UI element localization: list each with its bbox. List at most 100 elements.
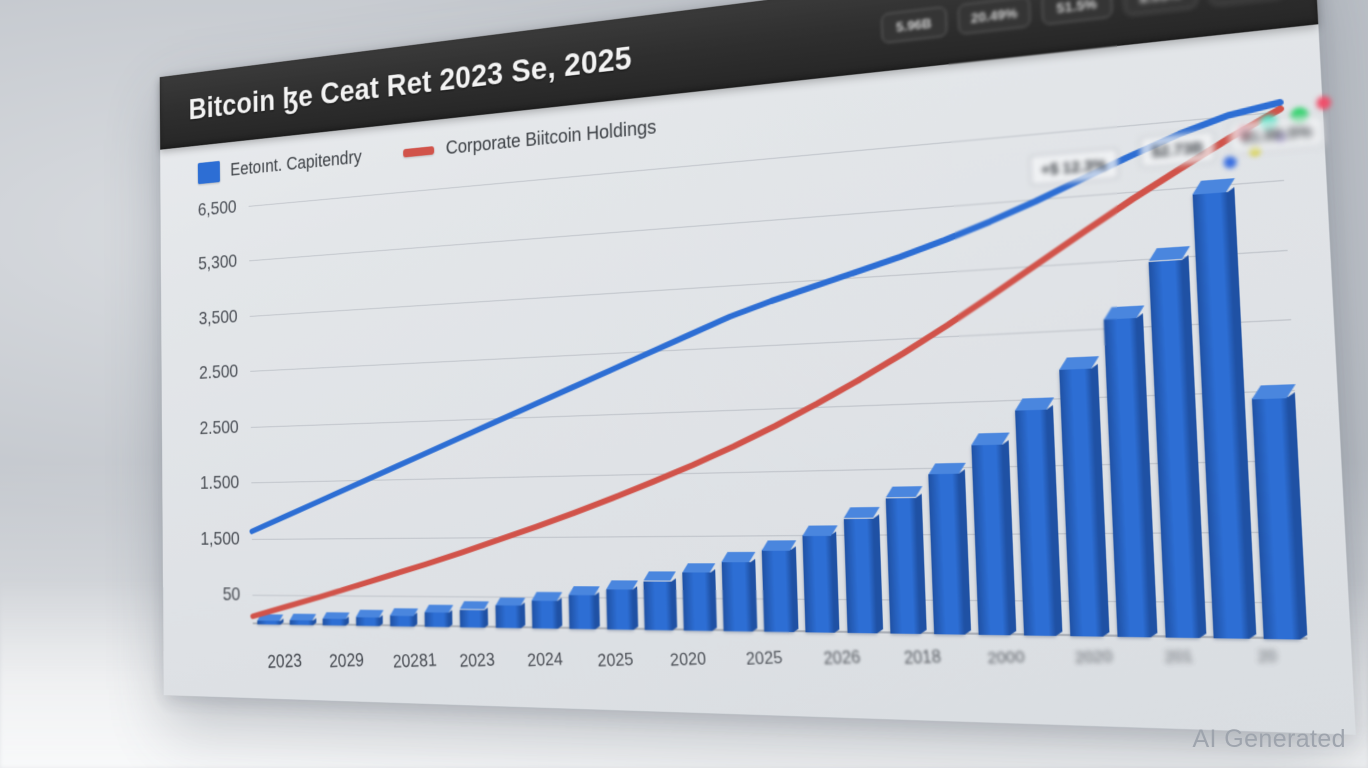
series-endpoint-dot-3 — [1290, 106, 1309, 126]
y-tick-label: 3,500 — [198, 305, 238, 329]
x-tick-label: 2024 — [526, 649, 564, 671]
value-chip-1[interactable]: +$ 12.3% — [1029, 148, 1119, 186]
header-pill-3[interactable]: 51.5% — [1041, 0, 1113, 25]
bar-side-face — [671, 577, 677, 631]
bar-side-face — [1181, 254, 1207, 639]
bar[interactable] — [928, 462, 971, 635]
header-pill-5[interactable]: 50B — [1208, 0, 1286, 6]
legend-item-2[interactable]: Corporate Biitcoin Holdings — [403, 116, 656, 163]
header-metric-pills: 5.96B 20.49% 51.5% 8.05% 50B — [880, 0, 1286, 44]
chart-card: Bitcoin ɮe Ceat Ret 2023 Se, 2025 5.96B 2… — [159, 0, 1356, 735]
x-tick-label: 201 — [1163, 647, 1194, 667]
x-tick-label: 2025 — [596, 649, 635, 671]
bar-side-face — [790, 546, 799, 633]
bar[interactable] — [643, 571, 677, 631]
x-tick-label: 2029 — [328, 650, 365, 673]
reflection-gridline — [1006, 641, 1014, 704]
x-axis-ticks: 2023 2029 20281 2023 2024 2025 2020 2025 2026 201… — [253, 624, 1313, 745]
bar-side-face — [1046, 404, 1063, 636]
bar-top-face — [1058, 355, 1100, 370]
reflection-gridline — [1089, 640, 1090, 704]
bar-top-face — [1193, 178, 1236, 195]
bar[interactable] — [721, 552, 758, 632]
bar[interactable] — [1058, 355, 1110, 637]
bar-top-face — [1103, 305, 1145, 321]
bar-top-face — [843, 507, 881, 519]
plot-area: 6,500 5,300 3,500 2.500 2.500 1.500 1,500 50 +$… — [198, 95, 1332, 673]
reflection-gridline — [1169, 640, 1174, 705]
series-endpoint-dot-1 — [1236, 125, 1253, 142]
value-chip-2[interactable]: $2.73B — [1139, 130, 1216, 168]
x-tick-label: 2023 — [266, 650, 303, 673]
bar-side-face — [710, 568, 717, 631]
x-tick-label: 20 — [1256, 647, 1278, 666]
header-pill-4[interactable]: 8.05% — [1123, 0, 1198, 16]
bar-side-face — [958, 469, 971, 635]
x-tick-label: 2020 — [1073, 647, 1113, 668]
bar[interactable] — [1148, 246, 1207, 639]
header-pill-1[interactable]: 5.96B — [880, 5, 948, 44]
x-tick-label: 20281 — [392, 649, 438, 672]
series-endpoint-dot-2 — [1259, 113, 1278, 133]
reflection-gridline — [1250, 639, 1262, 705]
ai-watermark: AI Generated — [1192, 725, 1346, 753]
bar[interactable] — [682, 562, 717, 631]
bar-top-face — [682, 562, 716, 573]
y-tick-label: 1.500 — [199, 471, 240, 494]
x-tick-label: 2025 — [744, 648, 783, 670]
series-endpoint-dot-7 — [1274, 131, 1287, 144]
bar[interactable] — [1193, 178, 1257, 639]
reflection-gridline — [926, 642, 939, 705]
bar[interactable] — [885, 486, 927, 635]
value-chips: +$ 12.3% $2.73B $1.88.5% — [249, 95, 1332, 639]
bar-side-face — [750, 558, 758, 632]
x-tick-label: 2023 — [458, 649, 496, 672]
reflection-gridline — [848, 642, 867, 704]
legend-square-icon — [197, 160, 221, 185]
value-chip-3[interactable]: $1.88.5% — [1228, 114, 1325, 154]
x-tick-label: 2000 — [987, 647, 1026, 668]
bar-side-face — [873, 514, 884, 634]
series-endpoint-dot-6 — [1248, 144, 1262, 157]
x-tick-label: 2026 — [822, 648, 861, 669]
legend-item-1[interactable]: Eetoınt. Capitendry — [197, 146, 362, 185]
legend-label: Corporate Biitcoin Holdings — [445, 116, 657, 159]
page-title: Bitcoin ɮe Ceat Ret 2023 Se, 2025 — [188, 38, 633, 127]
bar-side-face — [1002, 440, 1017, 636]
y-tick-label: 5,300 — [198, 250, 238, 275]
bar-top-face — [928, 462, 966, 475]
bar[interactable] — [802, 524, 841, 633]
bar-top-face — [971, 432, 1010, 446]
x-tick-label: 2018 — [903, 648, 942, 669]
bar-top-face — [1252, 383, 1297, 399]
series-endpoint-dot-5 — [1223, 155, 1237, 169]
bar-side-face — [1091, 363, 1110, 637]
y-tick-label: 2.500 — [199, 360, 239, 384]
bar[interactable] — [1014, 397, 1063, 636]
bar[interactable] — [761, 539, 799, 633]
y-tick-label: 2.500 — [199, 415, 239, 438]
bar[interactable] — [1103, 305, 1158, 638]
legend-line-icon — [403, 145, 435, 158]
bar[interactable] — [971, 432, 1017, 636]
bar-top-face — [885, 486, 923, 499]
bar-side-face — [831, 531, 841, 633]
bar-top-face — [761, 539, 797, 551]
y-tick-label: 50 — [222, 583, 241, 605]
bar-top-face — [1014, 397, 1055, 411]
reflection-gridline — [627, 644, 660, 703]
header-pill-2[interactable]: 20.49% — [957, 0, 1031, 35]
bar-top-face — [1148, 246, 1190, 262]
bar-top-face — [643, 571, 677, 582]
bar[interactable] — [843, 507, 884, 634]
legend-label: Eetoınt. Capitendry — [230, 146, 362, 180]
y-tick-label: 6,500 — [197, 195, 237, 220]
x-tick-label: 2020 — [669, 649, 708, 670]
reflection-gridline — [699, 643, 728, 703]
bar-side-face — [1136, 313, 1158, 638]
bar[interactable] — [1252, 383, 1308, 640]
bar-top-face — [721, 552, 757, 563]
bar-side-face — [915, 493, 927, 635]
bar-side-face — [1227, 186, 1257, 639]
